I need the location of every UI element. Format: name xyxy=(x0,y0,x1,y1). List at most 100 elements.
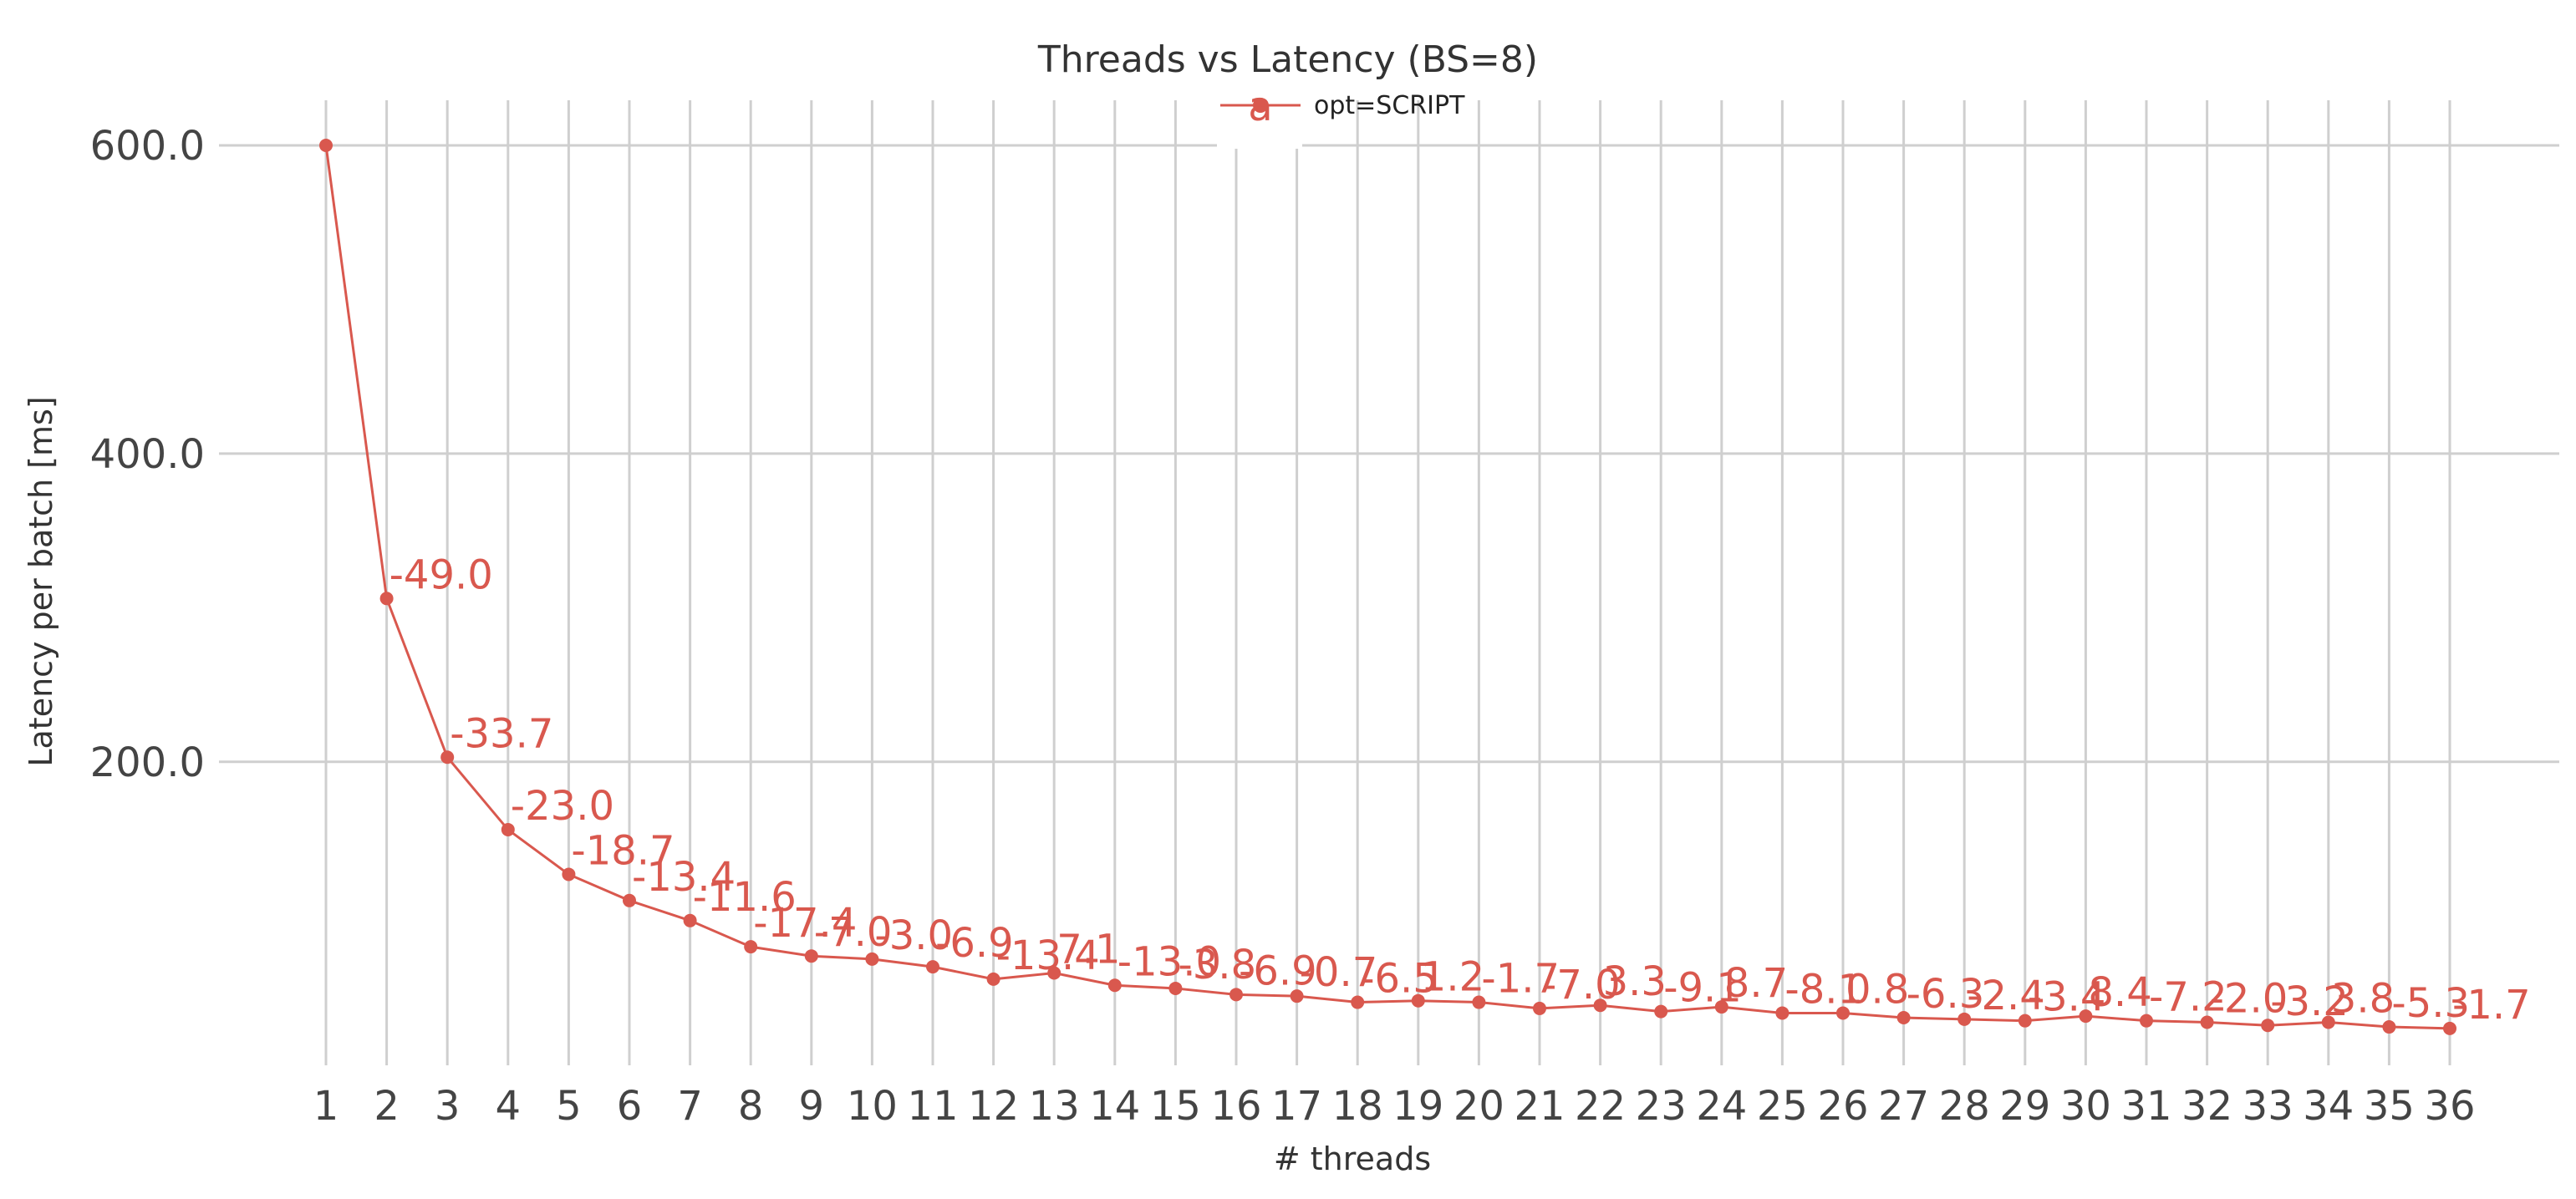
data-label: -18.7 xyxy=(571,827,675,874)
data-point xyxy=(1836,1006,1850,1020)
x-tick-label: 23 xyxy=(1636,1083,1687,1130)
data-point xyxy=(1047,966,1061,980)
data-point xyxy=(623,893,636,907)
x-tick-label: 3 xyxy=(435,1083,461,1130)
series-layer xyxy=(319,139,2456,1035)
y-tick-label: 200.0 xyxy=(90,739,205,786)
x-tick-label: 31 xyxy=(2120,1083,2171,1130)
x-tick-label: 9 xyxy=(799,1083,825,1130)
data-label: 0.8 xyxy=(1845,966,1909,1013)
x-tick-label: 30 xyxy=(2060,1083,2111,1130)
x-tick-label: 34 xyxy=(2303,1083,2354,1130)
x-axis-label: # threads xyxy=(1274,1141,1431,1177)
data-label: -2.4 xyxy=(1967,973,2045,1019)
x-tick-label: 20 xyxy=(1453,1083,1504,1130)
x-tick-label: 10 xyxy=(847,1083,898,1130)
data-label: -6.5 xyxy=(1360,956,1438,1003)
data-point xyxy=(501,822,515,836)
x-tick-label: 17 xyxy=(1271,1083,1322,1130)
x-tick-label: 5 xyxy=(556,1083,582,1130)
y-axis-label: Latency per batch [ms] xyxy=(23,396,59,766)
data-point xyxy=(1957,1012,1972,1026)
x-tick-label: 29 xyxy=(1999,1083,2050,1130)
data-label: -5.3 xyxy=(2391,980,2470,1027)
data-point xyxy=(2079,1009,2093,1024)
data-point xyxy=(804,949,818,963)
data-point xyxy=(2261,1019,2275,1033)
data-label: 3.8 xyxy=(2331,976,2395,1023)
data-labels-layer: -49.0-33.7-23.0-18.7-13.4-11.6-17.4-7.0-… xyxy=(389,551,2531,1029)
data-label: 7.1 xyxy=(1056,926,1120,973)
grid-layer xyxy=(219,100,2559,1065)
data-point xyxy=(319,139,333,152)
data-label: -3.4 xyxy=(2028,974,2106,1021)
x-tick-label: 7 xyxy=(677,1083,703,1130)
data-point xyxy=(1896,1010,1911,1024)
data-point xyxy=(2382,1020,2396,1034)
data-point xyxy=(986,972,1000,986)
legend-background xyxy=(1217,84,1302,149)
x-tick-label: 4 xyxy=(496,1083,522,1130)
x-tick-label: 27 xyxy=(1878,1083,1929,1130)
y-tick-label: 600.0 xyxy=(90,123,205,170)
data-point xyxy=(1107,978,1122,993)
x-tick-label: 11 xyxy=(907,1083,958,1130)
data-point xyxy=(1168,981,1183,995)
chart-title: Threads vs Latency (BS=8) xyxy=(1037,38,1538,81)
legend-marker xyxy=(1253,98,1268,113)
data-point xyxy=(440,750,455,765)
x-tick-label: 1 xyxy=(313,1083,339,1130)
x-tick-label: 16 xyxy=(1210,1083,1261,1130)
data-label: -6.9 xyxy=(1239,948,1317,994)
data-label: -3.2 xyxy=(2270,978,2349,1025)
x-tick-label: 14 xyxy=(1089,1083,1140,1130)
x-tick-label: 19 xyxy=(1392,1083,1443,1130)
data-label: -7.0 xyxy=(1542,962,1621,1008)
data-label: 8.4 xyxy=(2088,969,2151,1016)
data-point xyxy=(2200,1015,2214,1029)
x-tick-label: 13 xyxy=(1029,1083,1080,1130)
x-tick-label: 22 xyxy=(1575,1083,1626,1130)
data-point xyxy=(379,592,394,606)
x-tick-label: 25 xyxy=(1757,1083,1808,1130)
x-tick-label: 33 xyxy=(2243,1083,2293,1130)
data-point xyxy=(744,940,758,954)
x-tick-label: 12 xyxy=(968,1083,1019,1130)
data-label: 3.3 xyxy=(1603,958,1667,1005)
x-tick-label: 24 xyxy=(1696,1083,1747,1130)
x-tick-label: 2 xyxy=(374,1083,400,1130)
data-point xyxy=(1472,995,1486,1009)
data-label: -11.6 xyxy=(693,874,797,921)
data-point xyxy=(1229,988,1243,1002)
data-point xyxy=(1654,1004,1668,1019)
x-tick-label: 8 xyxy=(738,1083,764,1130)
x-tick-label: 6 xyxy=(617,1083,643,1130)
legend-entry-label: opt=SCRIPT xyxy=(1314,91,1465,120)
data-point xyxy=(562,867,576,881)
data-label: -6.3 xyxy=(1907,971,1985,1018)
x-tick-label: 36 xyxy=(2424,1083,2475,1130)
data-label: -0.7 xyxy=(1300,949,1378,996)
data-label: -33.7 xyxy=(450,710,553,757)
data-label: 8.7 xyxy=(1724,960,1788,1007)
data-point xyxy=(926,960,939,974)
x-tick-label: 18 xyxy=(1332,1083,1383,1130)
data-label: 1.2 xyxy=(1421,954,1484,1001)
data-point xyxy=(683,913,697,927)
data-point xyxy=(1411,993,1425,1008)
data-label: -1.7 xyxy=(2452,982,2531,1029)
data-point xyxy=(1533,1001,1546,1015)
data-label: -7.0 xyxy=(814,909,893,956)
data-label: -49.0 xyxy=(389,551,493,598)
data-label: -23.0 xyxy=(511,783,614,830)
data-label: -13.0 xyxy=(1117,938,1221,985)
series-line xyxy=(324,145,2451,1030)
data-label: -3.8 xyxy=(1178,942,1256,988)
data-label: -1.7 xyxy=(1481,956,1560,1003)
x-tick-label: 21 xyxy=(1514,1083,1565,1130)
data-label: -13.4 xyxy=(996,932,1100,979)
x-tick-label: 15 xyxy=(1150,1083,1201,1130)
data-point xyxy=(2018,1014,2032,1028)
legend-marker-glyph: a xyxy=(1248,84,1272,130)
